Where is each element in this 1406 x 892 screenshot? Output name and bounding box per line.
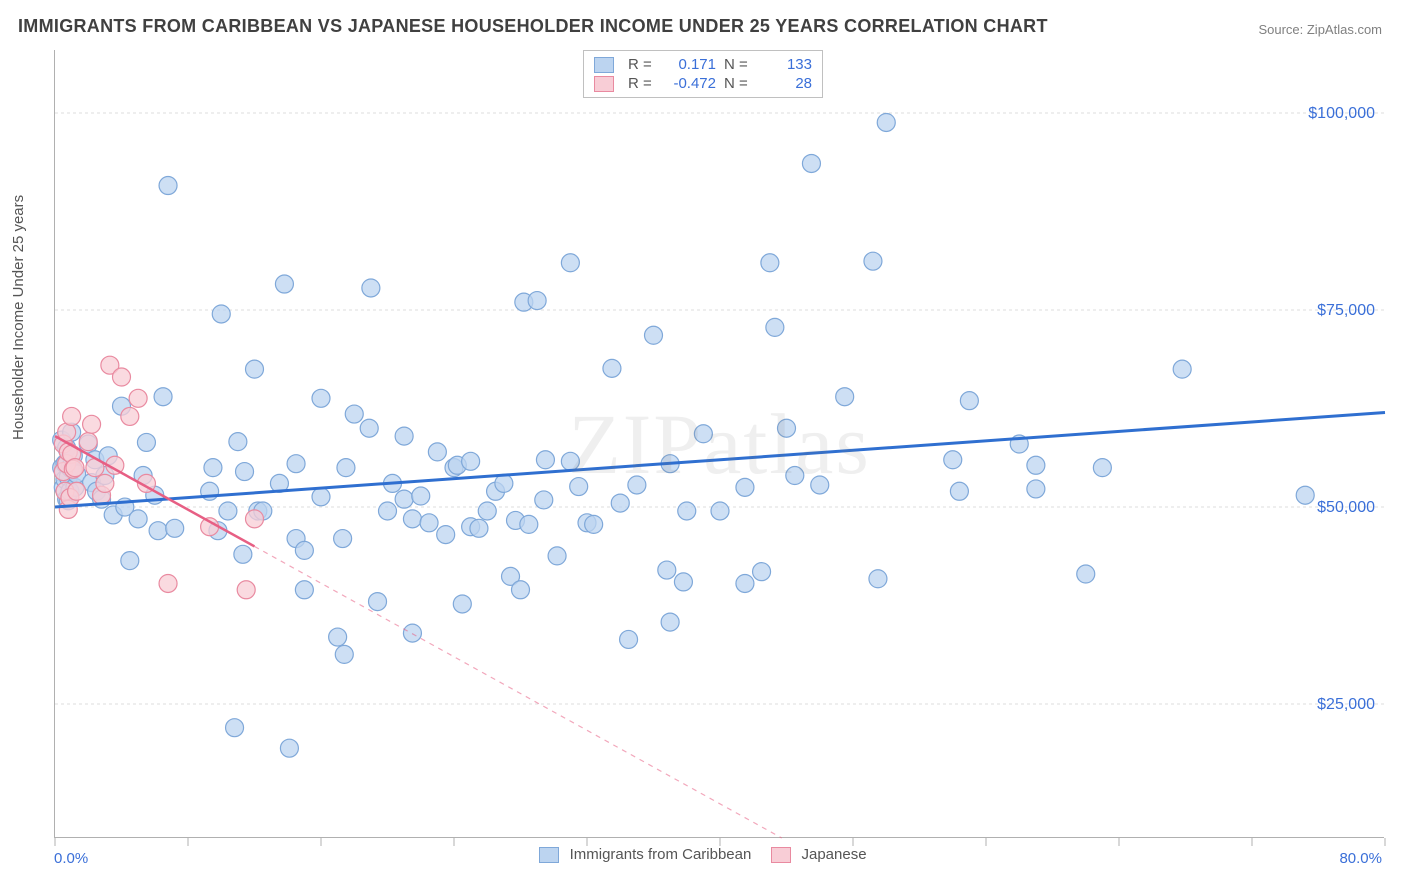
n-value-0: 133 bbox=[760, 56, 812, 73]
legend-swatch-icon bbox=[539, 847, 559, 863]
svg-text:$75,000: $75,000 bbox=[1317, 302, 1375, 319]
source-label: Source: ZipAtlas.com bbox=[1258, 22, 1382, 37]
svg-text:$25,000: $25,000 bbox=[1317, 696, 1375, 713]
r-label: R = bbox=[628, 56, 656, 73]
svg-text:$50,000: $50,000 bbox=[1317, 499, 1375, 516]
r-value-0: 0.171 bbox=[664, 56, 716, 73]
legend-item-0: Immigrants from Caribbean bbox=[539, 846, 751, 863]
legend-swatch-1 bbox=[594, 76, 614, 92]
correlation-legend: R = 0.171 N = 133 R = -0.472 N = 28 bbox=[583, 50, 823, 98]
svg-text:$100,000: $100,000 bbox=[1308, 105, 1375, 122]
legend-row-series-1: R = -0.472 N = 28 bbox=[594, 74, 812, 93]
legend-swatch-icon bbox=[771, 847, 791, 863]
legend-row-series-0: R = 0.171 N = 133 bbox=[594, 55, 812, 74]
legend-swatch-0 bbox=[594, 57, 614, 73]
plot-svg: $25,000 $50,000 $75,000 $100,000 bbox=[55, 50, 1385, 838]
y-axis-label: Householder Income Under 25 years bbox=[10, 195, 27, 440]
legend-label-0: Immigrants from Caribbean bbox=[570, 846, 752, 863]
chart-title: IMMIGRANTS FROM CARIBBEAN VS JAPANESE HO… bbox=[18, 16, 1048, 37]
n-value-1: 28 bbox=[760, 75, 812, 92]
n-label: N = bbox=[724, 75, 752, 92]
plot-area: $25,000$50,000$75,000$100,000 ZIPatlas bbox=[54, 50, 1384, 838]
r-label: R = bbox=[628, 75, 656, 92]
r-value-1: -0.472 bbox=[664, 75, 716, 92]
legend-label-1: Japanese bbox=[802, 846, 867, 863]
series-legend: Immigrants from Caribbean Japanese bbox=[0, 846, 1406, 863]
legend-item-1: Japanese bbox=[771, 846, 866, 863]
n-label: N = bbox=[724, 56, 752, 73]
